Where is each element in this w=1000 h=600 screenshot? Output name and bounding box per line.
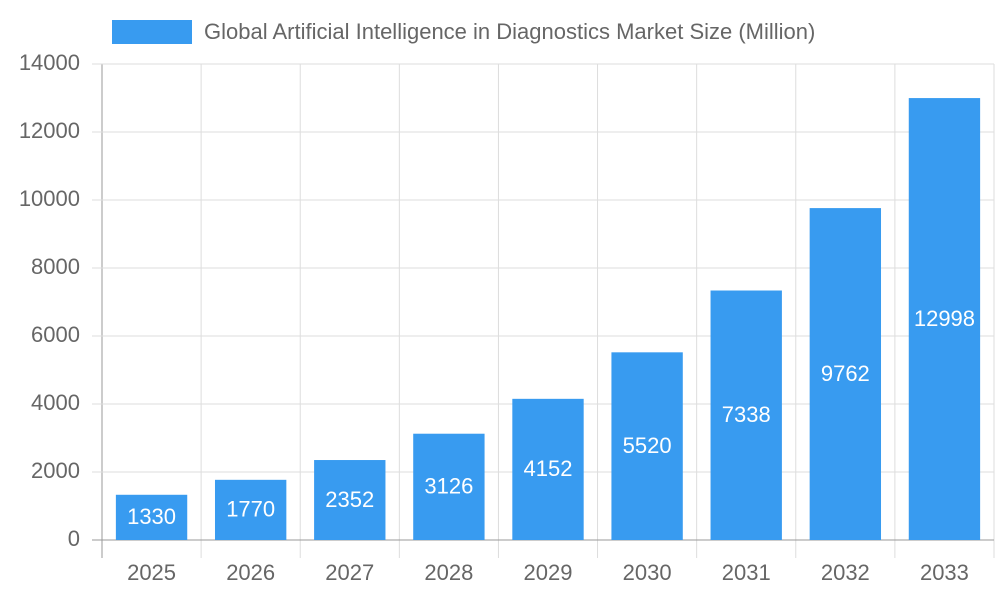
x-tick-label: 2028	[424, 560, 473, 585]
bar	[611, 352, 683, 540]
data-label: 7338	[722, 402, 771, 427]
bar	[413, 433, 485, 540]
x-tick-label: 2027	[325, 560, 374, 585]
data-label: 2352	[325, 487, 374, 512]
bar	[710, 290, 782, 540]
bar	[512, 398, 584, 540]
y-tick-label: 4000	[31, 390, 80, 415]
y-tick-label: 6000	[31, 322, 80, 347]
legend-label: Global Artificial Intelligence in Diagno…	[204, 19, 815, 44]
data-label: 12998	[914, 306, 975, 331]
data-label: 3126	[424, 474, 473, 499]
x-tick-label: 2031	[722, 560, 771, 585]
x-tick-label: 2033	[920, 560, 969, 585]
x-tick-label: 2029	[524, 560, 573, 585]
y-tick-label: 12000	[19, 118, 80, 143]
data-label: 1330	[127, 504, 176, 529]
x-tick-label: 2025	[127, 560, 176, 585]
bar	[314, 460, 386, 540]
y-tick-label: 2000	[31, 458, 80, 483]
y-tick-label: 0	[68, 526, 80, 551]
data-label: 9762	[821, 361, 870, 386]
data-label: 1770	[226, 497, 275, 522]
y-tick-label: 10000	[19, 186, 80, 211]
bar	[115, 494, 188, 540]
x-tick-label: 2032	[821, 560, 870, 585]
bar	[908, 98, 981, 541]
data-label: 4152	[524, 456, 573, 481]
y-tick-label: 8000	[31, 254, 80, 279]
y-tick-label: 14000	[19, 50, 80, 75]
x-tick-label: 2026	[226, 560, 275, 585]
bar	[214, 479, 287, 540]
data-label: 5520	[623, 433, 672, 458]
bar	[809, 208, 882, 541]
x-tick-label: 2030	[623, 560, 672, 585]
legend-swatch	[112, 20, 192, 44]
